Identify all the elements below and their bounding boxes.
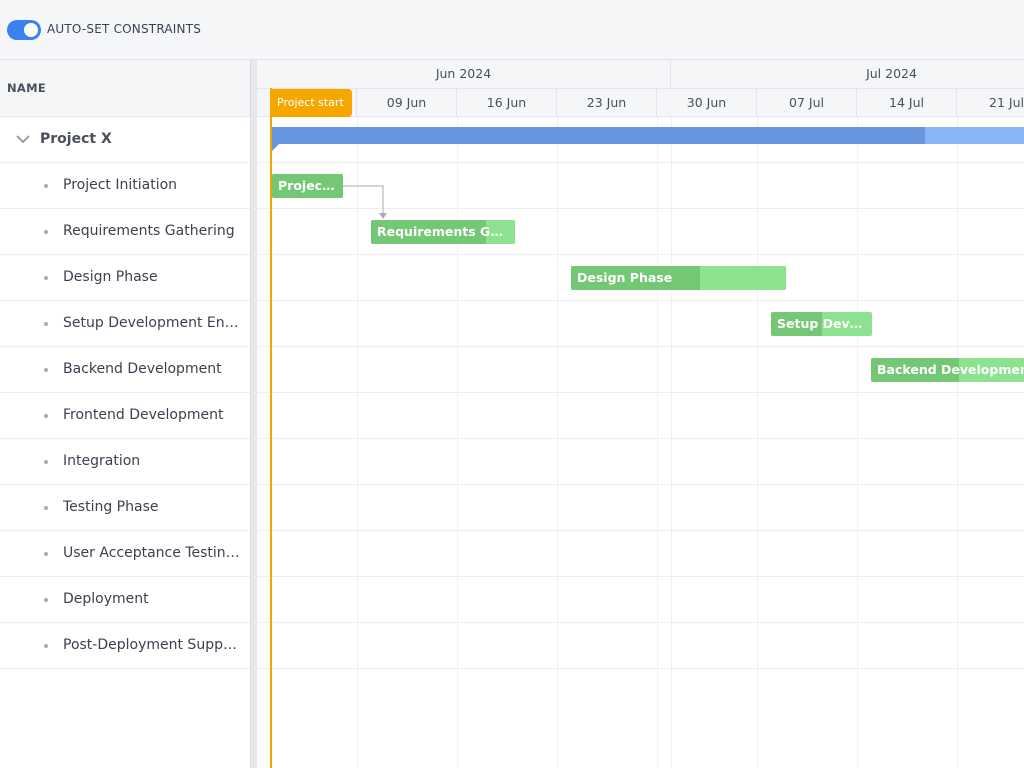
- month-header-jun: Jun 2024: [257, 60, 671, 89]
- task-name: Project X: [40, 131, 112, 147]
- summary-start-marker: [271, 144, 279, 152]
- task-name: Backend Development: [63, 361, 222, 377]
- task-progress: [371, 220, 487, 244]
- grid-line: [257, 438, 1024, 439]
- task-bar[interactable]: Project I…: [272, 174, 343, 198]
- task-grid: Project X Project Initiation Requirement…: [0, 117, 250, 669]
- task-row[interactable]: Frontend Development: [0, 393, 250, 439]
- dependency-arrow: [343, 185, 387, 219]
- grid-line: [757, 117, 758, 768]
- bullet-dot-icon: [44, 322, 48, 326]
- week-header: 21 Jul: [957, 89, 1024, 116]
- toggle-knob: [24, 23, 38, 37]
- task-progress: [771, 312, 822, 336]
- grid-line: [957, 117, 958, 768]
- bullet-dot-icon: [44, 460, 48, 464]
- grid-line: [257, 208, 1024, 209]
- auto-constraints-toggle[interactable]: [7, 20, 41, 40]
- grid-line: [257, 162, 1024, 163]
- task-row[interactable]: Design Phase: [0, 255, 250, 301]
- task-name: Testing Phase: [63, 499, 159, 515]
- task-bar[interactable]: Backend Development: [871, 358, 1024, 382]
- bullet-dot-icon: [44, 598, 48, 602]
- task-bar-label: Design Phase: [577, 270, 673, 285]
- task-row[interactable]: Post-Deployment Supp…: [0, 623, 250, 669]
- task-progress: [571, 266, 700, 290]
- task-name: Integration: [63, 453, 141, 469]
- month-header-jul: Jul 2024: [671, 60, 1024, 89]
- task-name: Frontend Development: [63, 407, 224, 423]
- week-header: 16 Jun: [457, 89, 557, 116]
- task-bar[interactable]: Setup Devel…: [771, 312, 872, 336]
- grid-line: [257, 484, 1024, 485]
- week-header: 07 Jul: [757, 89, 857, 116]
- grid-line: [257, 346, 1024, 347]
- grid-line: [457, 117, 458, 768]
- grid-line: [257, 530, 1024, 531]
- panel-splitter[interactable]: [250, 60, 257, 768]
- task-bar-label: Setup Devel…: [777, 316, 869, 331]
- task-bar[interactable]: Requirements Gat…: [371, 220, 515, 244]
- week-header: 23 Jun: [557, 89, 657, 116]
- task-name: Setup Development Envi…: [63, 315, 243, 331]
- task-row[interactable]: Project Initiation: [0, 163, 250, 209]
- bullet-dot-icon: [44, 276, 48, 280]
- task-bar[interactable]: Design Phase: [571, 266, 786, 290]
- task-bar-label: Backend Development: [877, 362, 1024, 377]
- grid-header: NAME: [0, 60, 250, 117]
- toolbar: AUTO-SET CONSTRAINTS: [0, 0, 1024, 60]
- week-header: 09 Jun: [357, 89, 457, 116]
- summary-bar[interactable]: [271, 127, 1024, 144]
- grid-line: [557, 117, 558, 768]
- bullet-dot-icon: [44, 644, 48, 648]
- bullet-dot-icon: [44, 552, 48, 556]
- project-start-flag[interactable]: Project start: [270, 89, 352, 117]
- task-row[interactable]: Requirements Gathering: [0, 209, 250, 255]
- grid-line: [257, 392, 1024, 393]
- grid-line: [671, 117, 672, 768]
- task-row[interactable]: Setup Development Envi…: [0, 301, 250, 347]
- task-name: Design Phase: [63, 269, 158, 285]
- task-row[interactable]: Integration: [0, 439, 250, 485]
- chevron-down-icon[interactable]: [16, 134, 30, 144]
- project-start-line: [270, 88, 272, 768]
- task-progress: [871, 358, 959, 382]
- task-row-project[interactable]: Project X: [0, 117, 250, 163]
- grid-line: [257, 254, 1024, 255]
- task-name: Deployment: [63, 591, 149, 607]
- task-row[interactable]: Deployment: [0, 577, 250, 623]
- task-name: User Acceptance Testin…: [63, 545, 240, 561]
- task-name: Requirements Gathering: [63, 223, 235, 239]
- name-column-header[interactable]: NAME: [7, 81, 47, 95]
- grid-line: [857, 117, 858, 768]
- task-row[interactable]: User Acceptance Testin…: [0, 531, 250, 577]
- bullet-dot-icon: [44, 506, 48, 510]
- grid-line: [657, 117, 658, 768]
- auto-constraints-label: AUTO-SET CONSTRAINTS: [47, 22, 202, 36]
- bullet-dot-icon: [44, 414, 48, 418]
- bullet-dot-icon: [44, 368, 48, 372]
- week-header: [257, 89, 357, 116]
- task-name: Post-Deployment Supp…: [63, 637, 237, 653]
- bullet-dot-icon: [44, 230, 48, 234]
- timeline-body: Project I… Requirements Gat… Design Phas…: [257, 117, 1024, 768]
- grid-line: [357, 117, 358, 768]
- month-row: Jun 2024 Jul 2024: [257, 60, 1024, 89]
- task-progress: [272, 174, 343, 198]
- task-name: Project Initiation: [63, 177, 178, 193]
- grid-line: [257, 622, 1024, 623]
- bullet-dot-icon: [44, 184, 48, 188]
- grid-line: [257, 576, 1024, 577]
- week-header: 30 Jun: [657, 89, 757, 116]
- task-row[interactable]: Testing Phase: [0, 485, 250, 531]
- week-header: 14 Jul: [857, 89, 957, 116]
- timeline-header: Jun 2024 Jul 2024 09 Jun 16 Jun 23 Jun 3…: [257, 60, 1024, 117]
- grid-line: [257, 668, 1024, 669]
- grid-line: [257, 300, 1024, 301]
- task-row[interactable]: Backend Development: [0, 347, 250, 393]
- summary-progress: [271, 127, 925, 144]
